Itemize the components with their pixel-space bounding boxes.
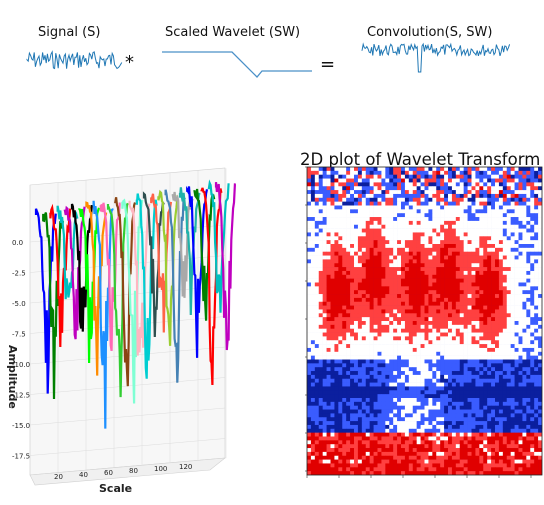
series-line: [186, 185, 209, 358]
wavelet-2d-heatmap: [305, 166, 543, 478]
series-line: [193, 188, 216, 321]
series-line: [128, 200, 151, 356]
equals-operator: =: [320, 54, 336, 75]
series-line: [207, 179, 230, 313]
series-line: [214, 181, 236, 351]
series-line: [99, 202, 121, 351]
series-line: [63, 205, 86, 340]
series-line: [34, 208, 57, 394]
series-line: [157, 189, 180, 346]
scale-axis-label: Scale: [99, 482, 132, 495]
series-line: [178, 187, 201, 316]
x-tick-label: 20: [54, 473, 63, 481]
convolution-waveform: [361, 42, 511, 73]
series-line: [114, 197, 137, 387]
series-line: [171, 191, 194, 298]
series-line: [135, 193, 158, 379]
convolution-label: Convolution(S, SW): [367, 25, 493, 40]
y-tick-label: -17.5: [12, 453, 30, 461]
wavelet-3d-plot: 0.0 -2.5 -5.0 -7.5 -10.0 -12.5 -15.0 -17.5 20 40…: [6, 167, 236, 495]
scaled-wavelet-waveform: [162, 51, 312, 78]
scaled-wavelet-label: Scaled Wavelet (SW): [165, 25, 301, 40]
x-tick-label: 40: [79, 471, 88, 479]
y-tick-label: -2.5: [12, 270, 26, 278]
heatmap-title: 2D plot of Wavelet Transform: [300, 150, 541, 169]
series-line: [92, 200, 114, 429]
series-line: [150, 193, 173, 333]
x-tick-label: 60: [104, 469, 113, 477]
x-tick-label: 80: [129, 467, 138, 475]
x-tick-label: 120: [179, 463, 192, 471]
series-line: [106, 202, 129, 398]
series-line: [56, 205, 79, 300]
multiply-operator: *: [125, 52, 134, 73]
series-line: [49, 203, 72, 348]
signal-label: Signal (S): [38, 25, 101, 40]
series-line: [42, 212, 65, 400]
y-tick-label: -12.5: [12, 392, 30, 400]
series-line: [142, 191, 165, 338]
y-tick-label: -7.5: [12, 331, 26, 339]
series-line: [78, 207, 101, 364]
signal-waveform: [26, 50, 123, 70]
amplitude-axis-label: Amplitude: [6, 345, 19, 409]
series-line: [70, 203, 93, 332]
series-line: [200, 187, 223, 386]
y-tick-label: 0.0: [12, 239, 23, 247]
y-tick-label: -10.0: [12, 361, 30, 369]
x-tick-label: 100: [154, 465, 167, 473]
y-tick-label: -15.0: [12, 422, 30, 430]
series-line: [85, 201, 108, 376]
series-line: [121, 198, 144, 404]
series-line: [164, 189, 186, 383]
y-tick-label: -5.0: [12, 300, 26, 308]
